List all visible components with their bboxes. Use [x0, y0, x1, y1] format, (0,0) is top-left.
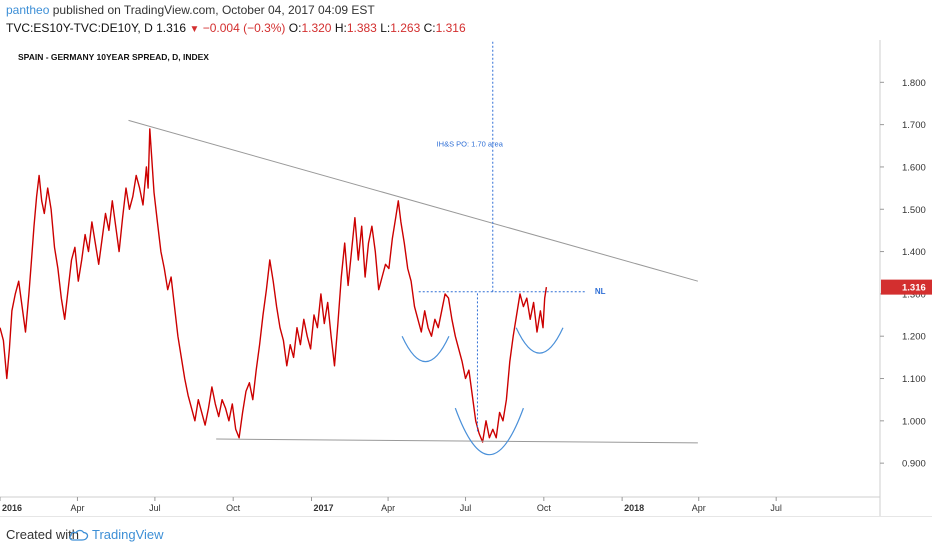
tradingview-cloud-icon: [69, 529, 89, 541]
y-tick-label: 1.400: [902, 247, 926, 258]
x-tick-label: Oct: [537, 503, 552, 513]
resistance-line: [128, 119, 699, 282]
created-with-text: Created with: [6, 527, 79, 542]
high-label: H:: [334, 21, 347, 35]
x-tick-label: Jul: [460, 503, 472, 513]
open-label: O:: [288, 21, 302, 35]
neckline-label: NL: [595, 287, 606, 296]
head-arc: [454, 407, 524, 456]
x-tick-label: Apr: [692, 503, 706, 513]
x-tick-label: Oct: [226, 503, 241, 513]
last-price-label: 1.316: [902, 283, 926, 294]
x-tick-label: 2016: [2, 503, 22, 513]
right-shoulder-arc: [515, 327, 564, 354]
last-price: 1.316: [156, 21, 187, 35]
symbol-info: TVC:ES10Y-TVC:DE10Y, D 1.316 ▼ −0.004 (−…: [6, 21, 466, 35]
close-value: 1.316: [435, 21, 466, 35]
footer: Created with TradingView: [0, 516, 932, 551]
y-tick-label: 1.600: [902, 162, 926, 173]
last-price-badge: [881, 279, 932, 295]
left-shoulder-arc: [401, 335, 450, 363]
x-tick-label: Jul: [770, 503, 782, 513]
low-label: L:: [380, 21, 391, 35]
high-value: 1.383: [346, 21, 377, 35]
spread-line: [0, 128, 548, 443]
chart-header: pantheo published on TradingView.com, Oc…: [0, 0, 932, 40]
price-chart[interactable]: IH&S PO: 1.70 area NL 0.900 1.000 1.100 1.20…: [0, 35, 932, 516]
x-tick-label: Jul: [149, 503, 161, 513]
y-tick-label: 1.700: [902, 120, 926, 131]
x-tick-label: Apr: [70, 503, 84, 513]
y-tick-label: 1.200: [902, 332, 926, 343]
close-label: C:: [423, 21, 436, 35]
publish-text: published on TradingView.com, October 04…: [52, 3, 375, 17]
symbol-name: TVC:ES10Y-TVC:DE10Y, D: [6, 21, 153, 35]
y-tick-label: 1.300: [902, 289, 926, 300]
author-link[interactable]: pantheo: [6, 3, 50, 17]
open-value: 1.320: [301, 21, 332, 35]
chart-title: SPAIN - GERMANY 10YEAR SPREAD, D, INDEX: [18, 52, 209, 62]
y-tick-label: 1.500: [902, 205, 926, 216]
down-triangle-icon: ▼: [189, 24, 200, 35]
support-line: [216, 438, 698, 444]
y-tick-label: 1.000: [902, 416, 926, 427]
y-tick-label: 1.800: [902, 78, 926, 89]
publish-info: pantheo published on TradingView.com, Oc…: [6, 3, 375, 17]
tradingview-brand-link[interactable]: TradingView: [92, 527, 164, 542]
chart-area[interactable]: IH&S PO: 1.70 area NL 0.900 1.000 1.100 1.20…: [0, 35, 932, 516]
low-value: 1.263: [390, 21, 421, 35]
x-tick-label: 2017: [313, 503, 333, 513]
target-label: IH&S PO: 1.70 area: [437, 140, 504, 149]
y-tick-label: 1.100: [902, 374, 926, 385]
y-tick-label: 0.900: [902, 459, 926, 470]
x-tick-label: 2018: [624, 503, 644, 513]
price-change: −0.004 (−0.3%): [202, 21, 286, 35]
x-tick-label: Apr: [381, 503, 395, 513]
